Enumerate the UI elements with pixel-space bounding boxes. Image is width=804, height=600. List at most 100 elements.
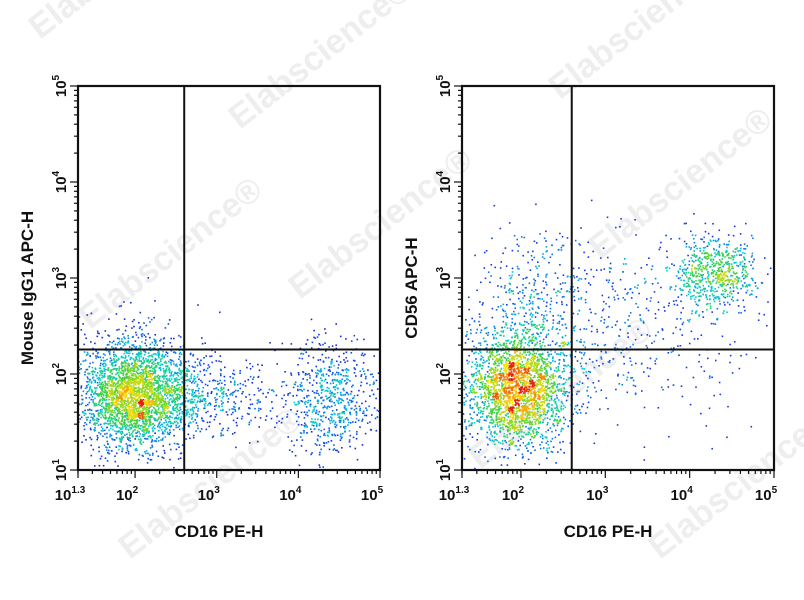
event-dot [90, 394, 92, 396]
event-dot [168, 385, 170, 387]
event-dot [164, 402, 166, 405]
event-dot [142, 411, 144, 414]
event-dot [81, 402, 84, 404]
event-dot [312, 420, 315, 423]
event-dot [469, 448, 471, 451]
event-dot [337, 402, 340, 405]
event-dot [143, 396, 146, 398]
event-dot [160, 360, 162, 363]
event-dot [121, 419, 123, 422]
event-dot [110, 369, 113, 371]
event-dot [464, 375, 466, 377]
event-dot [491, 435, 494, 437]
event-dot [141, 362, 144, 364]
event-dot [138, 396, 141, 399]
event-dot [97, 351, 99, 354]
event-dot [110, 450, 113, 452]
event-dot [504, 247, 507, 249]
event-dot [175, 396, 177, 399]
event-dot [199, 400, 202, 402]
event-dot [343, 407, 346, 409]
event-dot [118, 379, 120, 382]
event-dot [551, 253, 553, 256]
event-dot [305, 413, 307, 416]
event-dot [729, 361, 731, 364]
event-dot [139, 364, 142, 367]
event-dot [209, 402, 212, 405]
event-dot [751, 254, 753, 257]
event-dot [627, 371, 630, 374]
event-dot [127, 363, 129, 365]
event-dot [118, 358, 120, 361]
event-dot [137, 438, 140, 441]
event-dot [130, 414, 133, 416]
event-dot [124, 368, 127, 371]
event-dot [232, 408, 235, 410]
event-dot [355, 417, 358, 420]
event-dot [165, 416, 167, 419]
event-dot [121, 447, 124, 449]
event-dot [147, 277, 150, 279]
event-dot [154, 382, 157, 384]
event-dot [137, 360, 139, 363]
event-dot [140, 417, 142, 420]
event-dot [589, 371, 592, 373]
event-dot [581, 405, 583, 408]
event-dot [176, 414, 179, 417]
event-dot [303, 388, 305, 391]
event-dot [104, 372, 106, 375]
event-dot [607, 408, 609, 410]
event-dot [129, 358, 131, 361]
event-dot [363, 373, 366, 375]
event-dot [151, 386, 154, 389]
event-dot [157, 374, 159, 377]
event-dot [328, 431, 330, 434]
event-dot [170, 372, 172, 374]
event-dot [464, 421, 466, 423]
event-dot [156, 362, 159, 365]
event-dot [258, 390, 260, 392]
event-dot [142, 395, 144, 398]
event-dot [154, 418, 157, 420]
event-dot [126, 436, 129, 439]
event-dot [219, 379, 222, 382]
event-dot [572, 312, 575, 315]
event-dot [140, 406, 143, 408]
event-dot [486, 351, 488, 353]
event-dot [197, 410, 199, 412]
event-dot [120, 395, 123, 398]
event-dot [123, 395, 126, 397]
event-dot [347, 378, 349, 381]
event-dot [153, 394, 155, 397]
event-dot [128, 413, 130, 416]
event-dot [738, 254, 741, 256]
event-dot [149, 404, 151, 407]
event-dot [317, 392, 319, 395]
event-dot [366, 382, 368, 385]
event-dot [151, 416, 153, 419]
event-dot [473, 411, 475, 414]
event-dot [142, 362, 145, 364]
event-dot [146, 394, 149, 397]
event-dot [135, 370, 137, 373]
event-dot [721, 335, 724, 338]
event-dot [195, 394, 197, 397]
event-dot [154, 340, 156, 342]
event-dot [164, 404, 166, 406]
event-dot [202, 386, 205, 389]
event-dot [377, 372, 380, 374]
event-dot [142, 399, 144, 401]
event-dot [159, 385, 162, 387]
event-dot [752, 267, 754, 270]
event-dot [181, 427, 184, 430]
event-dot [143, 406, 146, 408]
event-dot [229, 376, 232, 378]
event-dot [190, 373, 193, 375]
event-dot [130, 417, 132, 420]
event-dot [145, 344, 148, 347]
event-dot [258, 407, 260, 410]
event-dot [127, 383, 129, 385]
event-dot [314, 405, 317, 408]
event-dot [490, 275, 492, 277]
event-dot [145, 400, 148, 403]
